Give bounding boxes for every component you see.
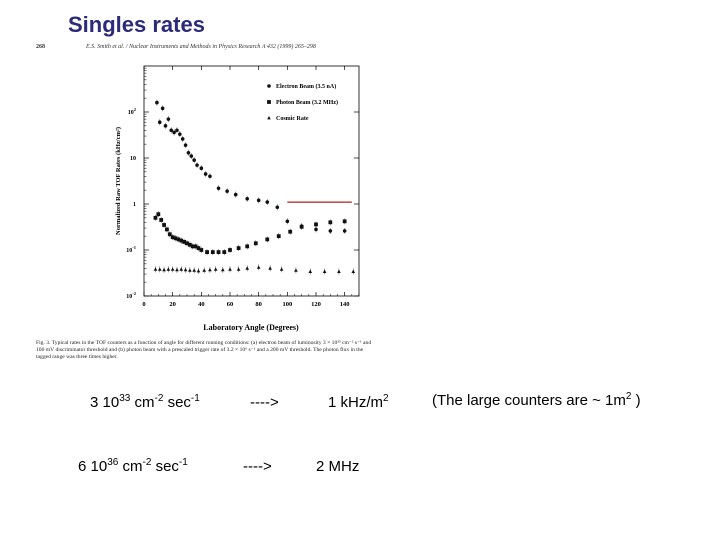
figure-caption: Fig. 3. Typical rates in the TOF counter… [36,340,372,360]
rates-chart: 0 20 40 60 80 100 120 140 10-2 10-1 1 10 102 Electro… [115,65,360,332]
legend-label: Electron Beam (3.5 nA) [276,83,336,90]
rate-2-sec: sec [151,458,179,475]
page-number: 268 [36,44,45,50]
rate-2-cm: cm [118,458,143,475]
y-axis-label: Normalized Raw TOF Rates (kHz/cm²) [115,127,122,235]
rate-1-cm: cm [130,394,155,411]
x-tick-label: 80 [255,301,262,308]
x-tick-label: 60 [227,301,234,308]
rate-line-2: 6 1036 cm-2 sec-1 [78,457,188,476]
note-text: (The large counters are ~ 1m [432,392,626,409]
chart-marks [153,99,356,275]
legend-marker [267,84,271,88]
note-exp: 2 [625,391,632,402]
rate-1-arrow: ----> [250,394,279,411]
rate-1-result: 1 kHz/m2 [328,393,389,412]
slide-title: Singles rates [68,12,205,37]
legend-label: Photon Beam (3.2 MHz) [276,99,338,106]
legend-marker [267,100,271,104]
x-tick-label: 0 [142,301,145,308]
y-tick-label: 1 [133,202,136,208]
rate-1-sec-exp: -1 [190,393,200,404]
rate-2-sec-exp: -1 [178,457,188,468]
journal-header: E.S. Smith et al. / Nuclear Instruments … [86,44,316,50]
rate-2-arrow: ----> [243,458,272,475]
y-tick-label: 10-1 [126,245,136,254]
rate-1-lum-exp: 33 [119,393,131,404]
chart-axes: 0 20 40 60 80 100 120 140 10-2 10-1 1 10 102 [126,66,360,308]
counter-size-note: (The large counters are ~ 1m2 ) [432,391,641,410]
y-tick-label: 10-2 [126,291,136,300]
legend-marker [267,116,271,120]
x-tick-label: 100 [282,301,292,308]
rate-1-sec: sec [163,394,191,411]
paper-figure: 268 E.S. Smith et al. / Nuclear Instrume… [36,44,372,374]
x-axis-label: Laboratory Angle (Degrees) [203,323,299,332]
rate-1-prefix: 3 10 [90,394,120,411]
rate-2-lum-exp: 36 [107,457,119,468]
rate-2-cm-exp: -2 [142,457,152,468]
rate-2-result: 2 MHz [316,458,360,475]
x-tick-label: 20 [169,301,176,308]
chart-legend: Electron Beam (3.5 nA) Photon Beam (3.2 M… [267,83,338,122]
rate-line-1: 3 1033 cm-2 sec-1 [90,393,200,412]
x-tick-label: 140 [340,301,350,308]
x-tick-label: 40 [198,301,205,308]
rate-1-cm-exp: -2 [154,393,164,404]
rate-1-result-exp: 2 [383,393,389,404]
y-tick-label: 10 [130,156,136,162]
note-close: ) [631,392,641,409]
rate-2-prefix: 6 10 [78,458,108,475]
legend-label: Cosmic Rate [276,116,309,122]
y-tick-label: 102 [128,107,137,116]
x-tick-label: 120 [311,301,321,308]
rate-1-result-text: 1 kHz/m [328,394,384,411]
